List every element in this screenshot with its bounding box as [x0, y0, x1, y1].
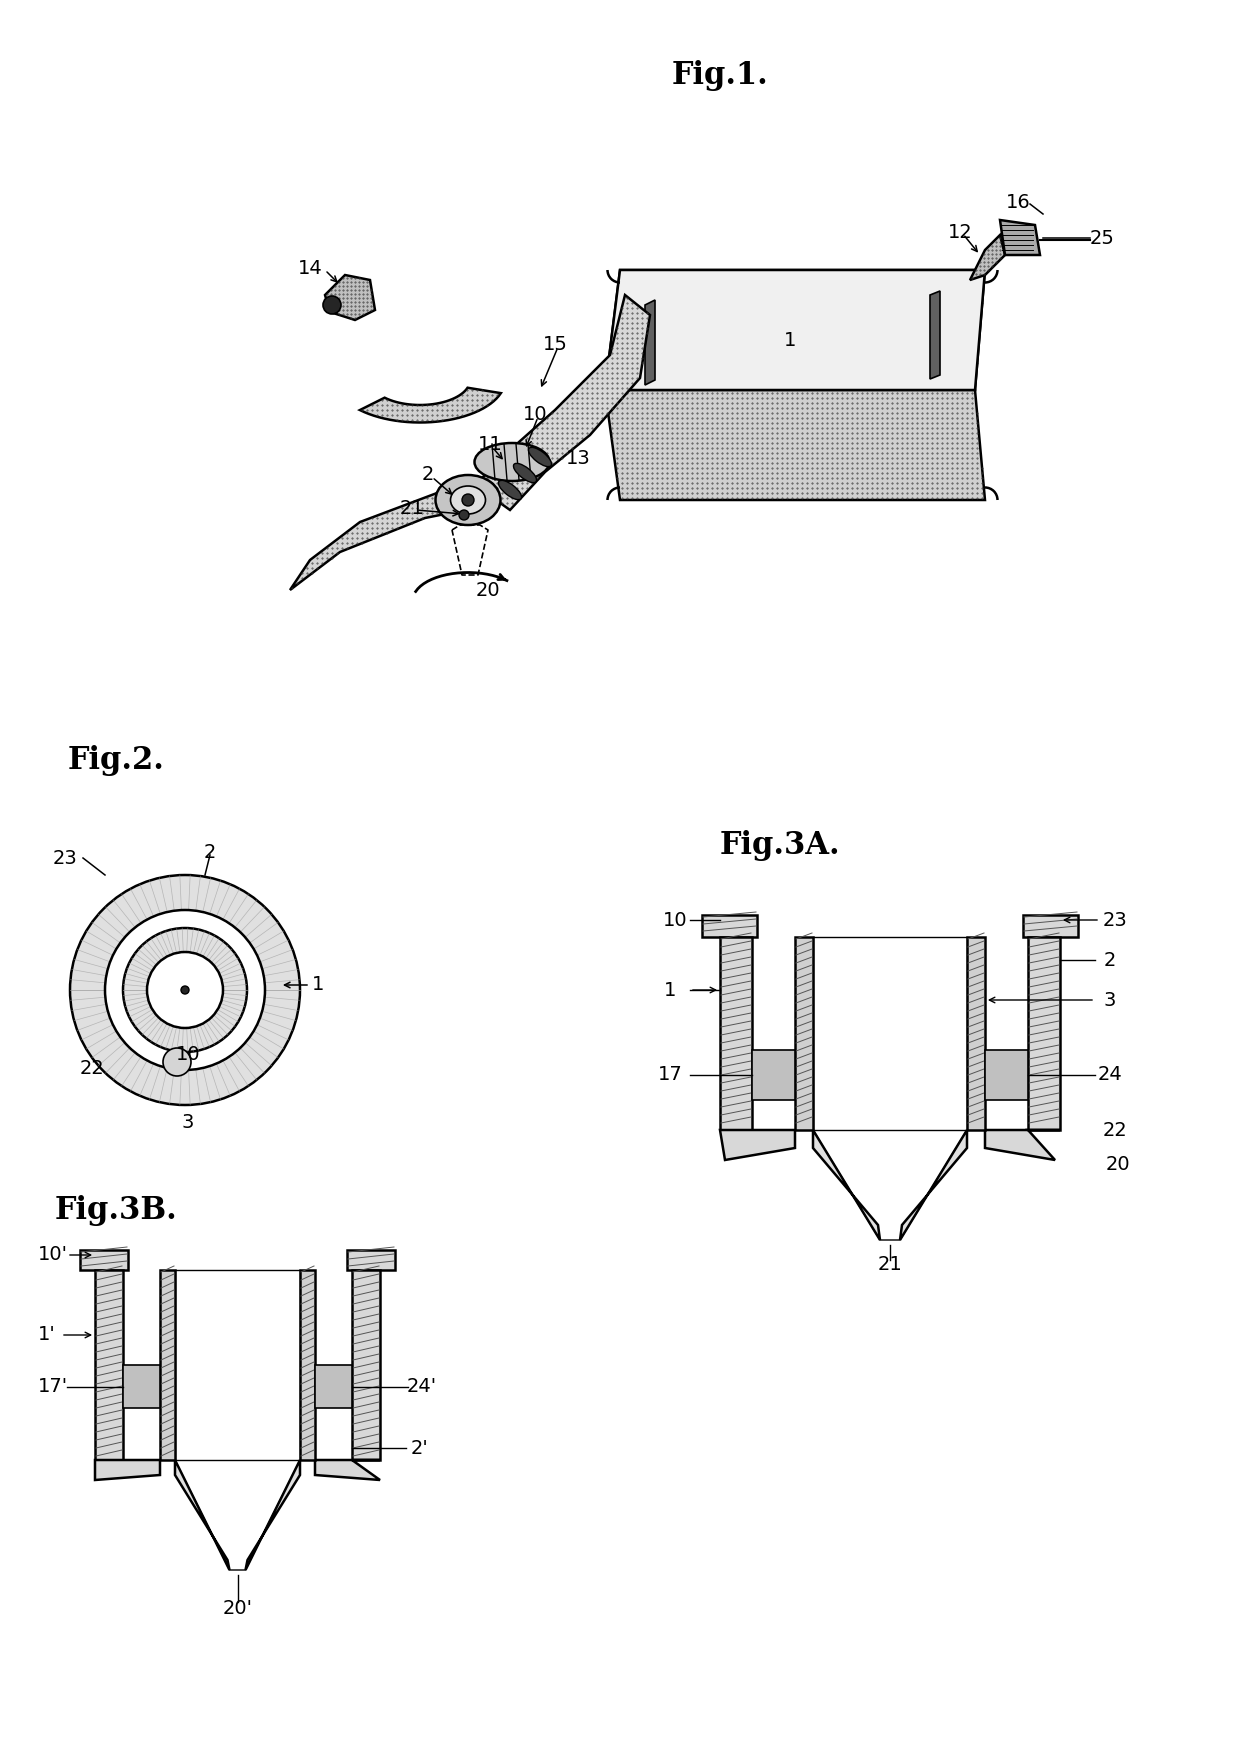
Polygon shape — [160, 1270, 175, 1459]
Polygon shape — [123, 1365, 160, 1408]
Text: 2: 2 — [1104, 951, 1116, 970]
Polygon shape — [290, 486, 475, 589]
Polygon shape — [175, 1459, 229, 1570]
Text: Fig.3A.: Fig.3A. — [720, 830, 841, 861]
Text: Fig.3B.: Fig.3B. — [55, 1194, 177, 1226]
Text: 21: 21 — [878, 1256, 903, 1275]
Polygon shape — [347, 1251, 396, 1270]
Text: 23: 23 — [1102, 910, 1127, 930]
Text: 10: 10 — [176, 1045, 201, 1065]
Polygon shape — [605, 389, 985, 500]
Polygon shape — [813, 1130, 880, 1240]
Text: 17': 17' — [38, 1377, 68, 1396]
Polygon shape — [720, 937, 751, 1130]
Polygon shape — [352, 1270, 379, 1459]
Ellipse shape — [475, 444, 549, 481]
Text: 2: 2 — [422, 465, 434, 484]
Polygon shape — [315, 1459, 379, 1480]
Text: 1': 1' — [38, 1326, 56, 1345]
Circle shape — [459, 510, 469, 519]
Polygon shape — [900, 1130, 967, 1240]
Circle shape — [123, 928, 247, 1052]
Polygon shape — [985, 1051, 1028, 1100]
Text: 10: 10 — [523, 405, 547, 424]
Text: 20: 20 — [476, 581, 500, 600]
Text: 1: 1 — [311, 975, 324, 995]
Text: 13: 13 — [565, 449, 590, 468]
Circle shape — [69, 875, 300, 1105]
Polygon shape — [175, 1459, 300, 1570]
Polygon shape — [1028, 937, 1060, 1130]
Polygon shape — [605, 270, 985, 389]
Text: 3: 3 — [182, 1112, 195, 1131]
Text: 1: 1 — [663, 980, 676, 1000]
Polygon shape — [985, 1130, 1060, 1159]
Text: 2: 2 — [203, 842, 216, 861]
Text: Fig.2.: Fig.2. — [68, 745, 165, 775]
Text: 17: 17 — [657, 1065, 682, 1084]
Circle shape — [322, 296, 341, 314]
Text: 22: 22 — [79, 1058, 104, 1077]
Text: 24: 24 — [1097, 1065, 1122, 1084]
Text: 23: 23 — [52, 849, 77, 868]
Polygon shape — [95, 1459, 160, 1480]
Ellipse shape — [528, 447, 552, 467]
Circle shape — [463, 495, 474, 505]
Polygon shape — [325, 275, 374, 319]
Polygon shape — [751, 1051, 795, 1100]
Text: 24': 24' — [407, 1377, 436, 1396]
Polygon shape — [95, 1270, 123, 1459]
Polygon shape — [1023, 916, 1078, 937]
Polygon shape — [813, 937, 967, 1130]
Polygon shape — [475, 295, 650, 510]
Polygon shape — [720, 1130, 795, 1159]
Ellipse shape — [450, 486, 486, 514]
Ellipse shape — [513, 463, 537, 482]
Circle shape — [162, 1047, 191, 1075]
Circle shape — [105, 910, 265, 1070]
Polygon shape — [970, 235, 1004, 281]
Text: 1: 1 — [784, 330, 796, 349]
Text: 21: 21 — [399, 498, 424, 517]
Text: 12: 12 — [947, 223, 972, 242]
Ellipse shape — [498, 481, 522, 500]
Polygon shape — [605, 270, 985, 389]
Polygon shape — [315, 1365, 352, 1408]
Polygon shape — [246, 1459, 300, 1570]
Text: 15: 15 — [543, 335, 568, 354]
Text: 10': 10' — [38, 1245, 68, 1265]
Polygon shape — [81, 1251, 128, 1270]
Text: 25: 25 — [1090, 228, 1115, 247]
Text: 16: 16 — [1006, 193, 1030, 212]
Text: 14: 14 — [298, 258, 322, 277]
Polygon shape — [300, 1270, 315, 1459]
Polygon shape — [360, 388, 501, 423]
Polygon shape — [967, 937, 985, 1130]
Circle shape — [181, 986, 188, 995]
Polygon shape — [999, 219, 1040, 254]
Polygon shape — [813, 1130, 967, 1240]
Polygon shape — [175, 1270, 300, 1459]
Polygon shape — [930, 291, 940, 379]
Text: 20': 20' — [222, 1598, 253, 1617]
Polygon shape — [795, 937, 813, 1130]
Text: 22: 22 — [1102, 1121, 1127, 1140]
Text: 20: 20 — [1106, 1156, 1131, 1175]
Text: 11: 11 — [477, 435, 502, 454]
Text: 3: 3 — [1104, 991, 1116, 1010]
Text: 2': 2' — [412, 1438, 429, 1458]
Polygon shape — [645, 300, 655, 384]
Text: Fig.1.: Fig.1. — [672, 60, 769, 91]
Circle shape — [148, 952, 223, 1028]
Text: 10: 10 — [662, 910, 687, 930]
Ellipse shape — [435, 475, 501, 524]
Polygon shape — [702, 916, 756, 937]
